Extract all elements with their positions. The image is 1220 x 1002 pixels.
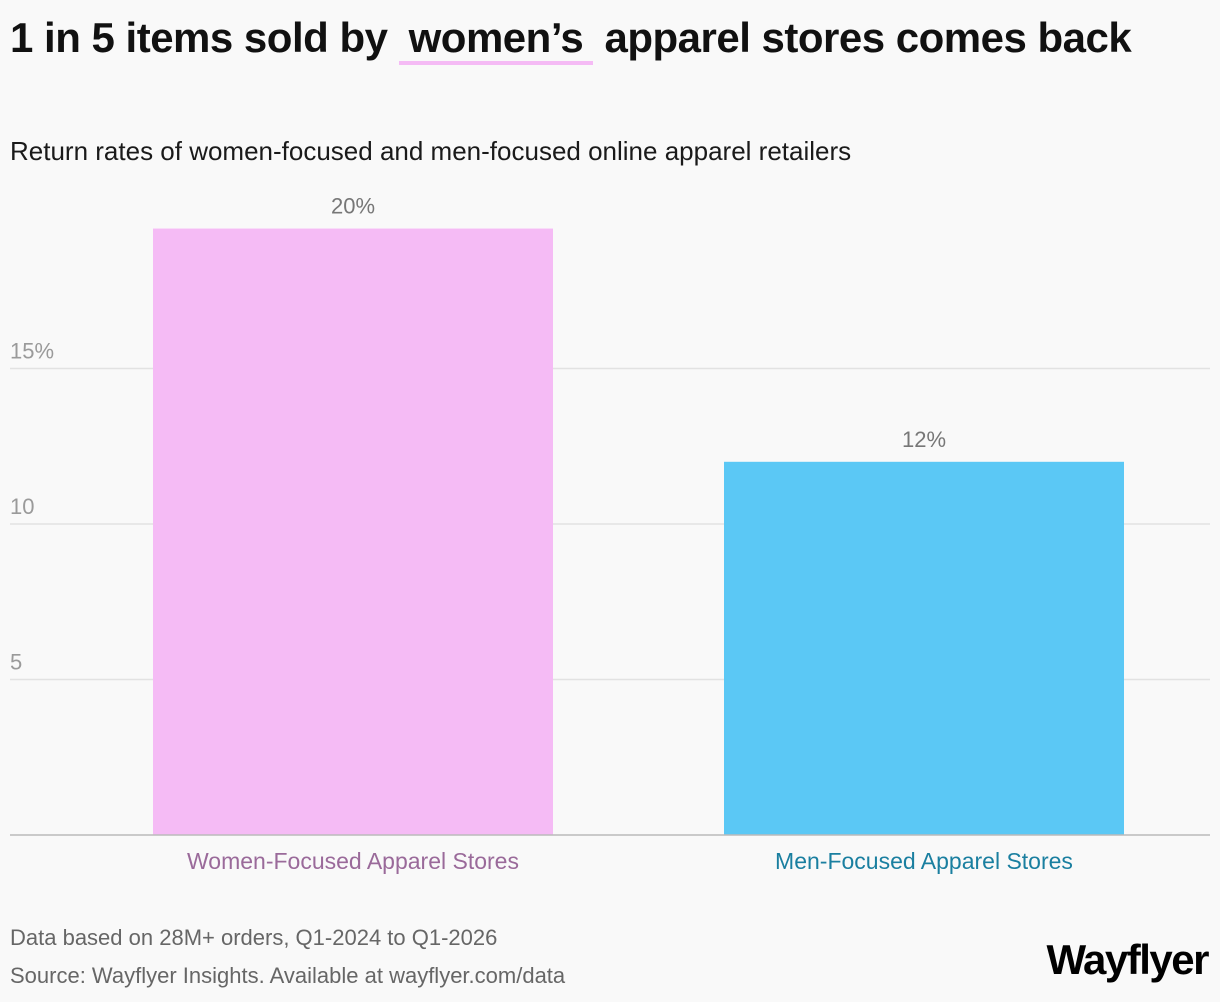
chart-subtitle: Return rates of women-focused and men-fo… — [10, 136, 852, 166]
wayflyer-logo: Wayflyer — [1046, 936, 1209, 983]
footer-source: Source: Wayflyer Insights. Available at … — [10, 963, 566, 988]
y-tick-label: 15% — [10, 339, 54, 364]
title-before: 1 in 5 items sold by — [10, 14, 388, 61]
title-highlight: women’s — [398, 15, 594, 65]
chart-title: 1 in 5 items sold by women’s apparel sto… — [10, 12, 1200, 65]
bar-value-label: 20% — [331, 194, 375, 219]
footer-note: Data based on 28M+ orders, Q1-2024 to Q1… — [10, 925, 498, 950]
bar-women — [153, 228, 553, 836]
bar-chart: 5 10 15% 20% Women-Focused Apparel Stores 12%… — [10, 194, 1210, 874]
bar-value-label: 12% — [902, 427, 946, 452]
title-after: apparel stores comes back — [604, 14, 1132, 61]
y-tick-label: 5 — [10, 650, 22, 675]
y-tick-label: 10 — [10, 494, 34, 519]
x-category-label: Men-Focused Apparel Stores — [775, 848, 1073, 874]
x-category-label: Women-Focused Apparel Stores — [187, 848, 519, 874]
bar-men — [724, 461, 1124, 835]
